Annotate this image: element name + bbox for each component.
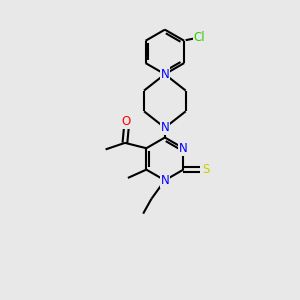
Text: Cl: Cl [194,31,206,44]
Text: S: S [202,163,209,176]
Text: O: O [122,115,131,128]
Text: N: N [160,121,169,134]
Text: N: N [179,142,188,155]
Text: N: N [160,174,169,187]
Text: N: N [160,68,169,81]
